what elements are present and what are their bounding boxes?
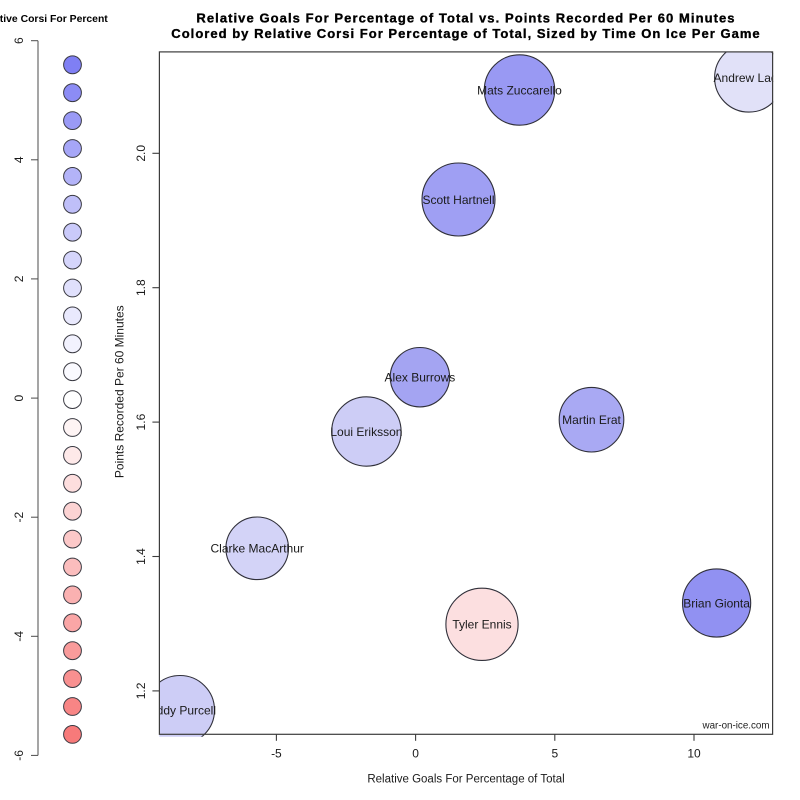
svg-text:Martin Erat: Martin Erat <box>562 413 621 427</box>
svg-text:5: 5 <box>551 747 558 761</box>
svg-text:4: 4 <box>12 156 26 163</box>
svg-text:Relative Corsi For Percent: Relative Corsi For Percent <box>0 14 108 25</box>
svg-text:Scott Hartnell: Scott Hartnell <box>422 193 494 207</box>
svg-text:1.4: 1.4 <box>134 548 148 565</box>
svg-text:Loui Eriksson: Loui Eriksson <box>330 425 402 439</box>
svg-text:Andrew Ladd: Andrew Ladd <box>714 71 785 85</box>
svg-text:0: 0 <box>12 394 26 401</box>
svg-text:Tyler Ennis: Tyler Ennis <box>452 618 511 632</box>
svg-text:2.0: 2.0 <box>134 145 148 162</box>
svg-text:-6: -6 <box>12 750 26 761</box>
svg-text:0: 0 <box>412 747 419 761</box>
svg-text:-4: -4 <box>12 631 26 642</box>
svg-text:Relative Goals For Percentage: Relative Goals For Percentage of Total <box>367 773 564 785</box>
svg-text:Brian Gionta: Brian Gionta <box>683 596 750 610</box>
svg-text:Relative Goals For Percentage: Relative Goals For Percentage of Total v… <box>196 11 735 26</box>
svg-text:Alex Burrows: Alex Burrows <box>385 371 456 385</box>
svg-text:Teddy Purcell: Teddy Purcell <box>144 703 216 717</box>
svg-text:2: 2 <box>12 275 26 282</box>
svg-text:1.6: 1.6 <box>134 413 148 430</box>
svg-text:-2: -2 <box>12 512 26 523</box>
svg-text:1.2: 1.2 <box>134 682 148 699</box>
svg-text:Points Recorded Per 60 Minutes: Points Recorded Per 60 Minutes <box>113 305 127 478</box>
svg-text:war-on-ice.com: war-on-ice.com <box>702 721 770 732</box>
svg-text:Colored by Relative Corsi For: Colored by Relative Corsi For Percentage… <box>171 26 760 41</box>
svg-text:10: 10 <box>687 747 701 761</box>
svg-text:6: 6 <box>12 37 26 44</box>
svg-text:1.8: 1.8 <box>134 279 148 296</box>
svg-text:-5: -5 <box>271 747 282 761</box>
svg-text:Clarke MacArthur: Clarke MacArthur <box>211 542 304 556</box>
svg-text:Mats Zuccarello: Mats Zuccarello <box>477 83 562 97</box>
